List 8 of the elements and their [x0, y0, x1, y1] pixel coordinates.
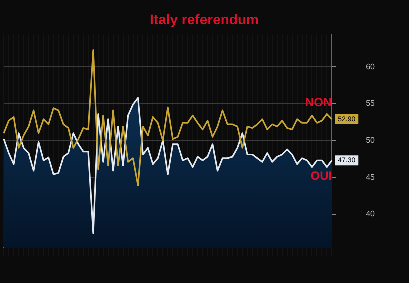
- y-tick-label: 50: [366, 136, 376, 145]
- y-tick-label: 55: [366, 99, 376, 108]
- annotation: NON: [305, 96, 332, 110]
- y-tick-label: 40: [366, 210, 376, 219]
- chart-title: Italy referendum: [150, 11, 259, 28]
- annotation: OUI: [310, 168, 332, 183]
- y-tick-label: 60: [366, 62, 376, 72]
- y-tick-label: 45: [366, 172, 376, 182]
